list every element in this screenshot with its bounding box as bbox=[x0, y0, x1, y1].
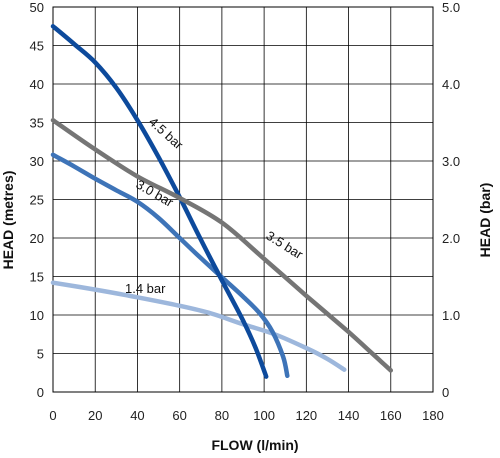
curve-4-5-bar bbox=[50, 24, 269, 379]
curves bbox=[50, 24, 394, 379]
y2-axis-title: HEAD (bar) bbox=[477, 183, 493, 258]
plot-frame bbox=[52, 6, 434, 393]
x-axis-title: FLOW (l/min) bbox=[211, 437, 298, 453]
x-tick-label-0: 0 bbox=[49, 408, 56, 423]
y2-tick-label-0: 0 bbox=[442, 385, 449, 400]
y-tick-label-9: 45 bbox=[30, 39, 44, 54]
y-tick-label-6: 30 bbox=[30, 154, 44, 169]
y2-tick-label-5: 5.0 bbox=[442, 0, 460, 15]
y-tick-label-3: 15 bbox=[30, 270, 44, 285]
y-tick-label-4: 20 bbox=[30, 231, 44, 246]
curve-3-5-bar bbox=[50, 117, 394, 373]
y-tick-label-8: 40 bbox=[30, 77, 44, 92]
x-tick-label-2: 40 bbox=[130, 408, 144, 423]
y-tick-labels: 0 5 10 15 20 25 30 35 40 45 50 bbox=[30, 0, 44, 400]
y-tick-label-10: 50 bbox=[30, 0, 44, 15]
y2-tick-labels: 0 1.0 2.0 3.0 4.0 5.0 bbox=[442, 0, 460, 400]
x-tick-label-5: 100 bbox=[253, 408, 275, 423]
x-tick-label-3: 60 bbox=[172, 408, 186, 423]
x-tick-labels: 0 20 40 60 80 100 120 140 160 180 bbox=[49, 408, 443, 423]
x-tick-label-7: 140 bbox=[338, 408, 360, 423]
curve-3-0-bar bbox=[50, 152, 290, 379]
y-tick-label-5: 25 bbox=[30, 193, 44, 208]
y2-tick-label-2: 2.0 bbox=[442, 231, 460, 246]
x-tick-label-6: 120 bbox=[295, 408, 317, 423]
y-tick-label-7: 35 bbox=[30, 116, 44, 131]
x-tick-label-9: 180 bbox=[422, 408, 444, 423]
x-tick-label-8: 160 bbox=[380, 408, 402, 423]
x-tick-label-1: 20 bbox=[88, 408, 102, 423]
y2-tick-label-1: 1.0 bbox=[442, 308, 460, 323]
y2-tick-label-3: 3.0 bbox=[442, 154, 460, 169]
y-tick-label-2: 10 bbox=[30, 308, 44, 323]
y-axis-title: HEAD (metres) bbox=[0, 171, 16, 270]
y-tick-label-0: 0 bbox=[37, 385, 44, 400]
x-tick-label-4: 80 bbox=[215, 408, 229, 423]
y2-tick-label-4: 4.0 bbox=[442, 77, 460, 92]
curve-1-4-bar bbox=[50, 280, 347, 372]
y-tick-label-1: 5 bbox=[37, 347, 44, 362]
curve-label-1-4-bar: 1.4 bar bbox=[125, 281, 166, 296]
